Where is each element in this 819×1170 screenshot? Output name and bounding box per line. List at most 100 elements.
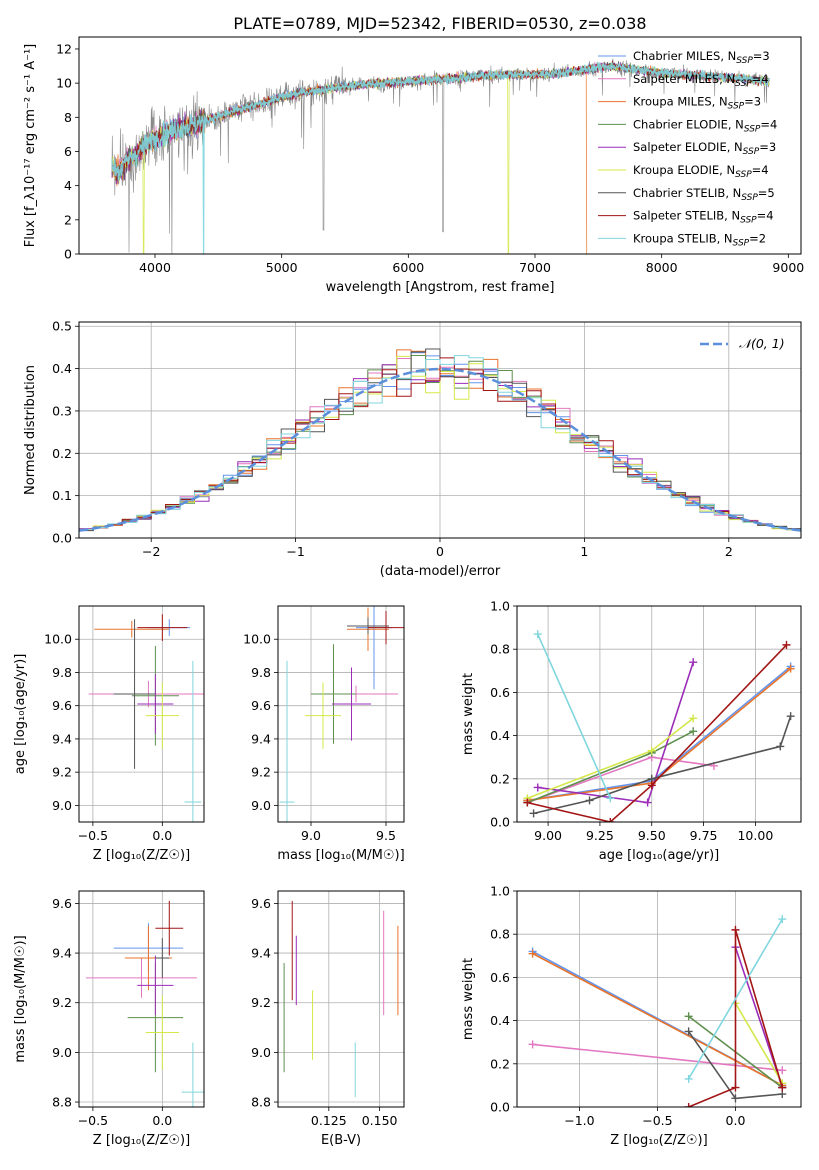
x-axis-label: (data-model)/error — [380, 564, 501, 579]
weight-marker — [689, 727, 698, 736]
x-axis-label: wavelength [Angstrom, rest frame] — [326, 280, 555, 295]
weight-marker — [689, 658, 698, 667]
weight-marker — [533, 630, 542, 639]
mass-vs-ebv-panel: 0.125 0.150 8.8 9.0 9.2 9.4 9.6 E(B-V) — [251, 890, 405, 1148]
weight-marker — [585, 796, 594, 805]
y-tick-label: 9.4 — [52, 731, 72, 746]
weight-series-chabrier-stelib — [529, 712, 795, 818]
x-tick-label: 7000 — [519, 260, 551, 275]
residuals-plot-area — [79, 348, 801, 533]
errorbar-kroupa-elodie — [145, 682, 179, 749]
error-bars-area — [279, 606, 404, 822]
y-tick-label: 0.2 — [490, 1056, 510, 1071]
x-tick-label: 0.125 — [311, 1113, 347, 1128]
x-tick-label: −2 — [142, 544, 160, 559]
errorbar-chabrier-stelib — [113, 619, 156, 769]
spectrum-plot-area — [111, 58, 770, 254]
x-tick-label: −0.5 — [642, 1113, 672, 1128]
x-axis-label: mass [log₁₀(M/M☉)] — [277, 848, 404, 863]
errorbar-salpeter-elodie — [137, 955, 174, 1016]
spectrum-legend: Chabrier MILES, NSSP=3 Salpeter MILES, NS… — [598, 49, 777, 248]
y-tick-label: 2 — [64, 212, 72, 227]
y-tick-label: 0.8 — [490, 642, 510, 657]
y-tick-label: 9.6 — [52, 698, 72, 713]
weight-line — [532, 1043, 783, 1072]
axes-frame — [78, 605, 205, 823]
y-tick-label: 9.4 — [52, 946, 72, 961]
y-tick-label: 0.2 — [52, 446, 72, 461]
y-tick-label: 4 — [64, 178, 72, 193]
error-bars-area — [85, 900, 204, 1107]
errorbar-kroupa-stelib — [181, 1042, 204, 1107]
weight-marker — [778, 915, 787, 924]
weight-series-salpeter-miles — [528, 1040, 787, 1075]
weight-series-kroupa-stelib — [684, 915, 787, 1083]
y-tick-label: 9.8 — [52, 665, 72, 680]
y-tick-label: 0.4 — [490, 728, 510, 743]
y-tick-label: 0.0 — [490, 815, 510, 830]
axes-frame — [78, 890, 205, 1108]
errorbar-kroupa-stelib — [184, 660, 202, 822]
y-tick-label: 8.8 — [52, 1095, 72, 1110]
weight-series-salpeter-stelib — [684, 925, 787, 1107]
weight-series-kroupa-stelib — [533, 630, 615, 803]
legend-entry-kroupa-elodie-n: Kroupa ELODIE, NSSP=4 — [633, 163, 769, 180]
weight-line — [533, 715, 792, 815]
age-vs-metallicity-panel: −0.5 0.0 9.0 9.2 9.4 9.6 9.8 10.0 Z [log₁₀(Z/Z☉)… — [13, 605, 205, 863]
axes-frame — [516, 890, 802, 1108]
weight-series-salpeter-elodie — [533, 658, 698, 807]
weight-marker — [529, 809, 538, 818]
weight-marker — [606, 818, 615, 822]
x-tick-label: 9.5 — [376, 828, 396, 843]
y-tick-label: 12 — [56, 41, 72, 56]
y-axis-label: age [log₁₀(age/yr)] — [13, 654, 28, 775]
y-tick-label: 9.2 — [52, 995, 72, 1010]
weight-marker — [786, 712, 795, 721]
x-axis-label: Z [log₁₀(Z/Z☉)] — [93, 1133, 190, 1148]
x-tick-label: 2 — [725, 544, 733, 559]
weight-marker — [523, 798, 532, 807]
weight-marker — [731, 1094, 740, 1103]
x-tick-label: −0.5 — [78, 828, 108, 843]
legend-entry-normal: 𝒩(0, 1) — [739, 336, 785, 351]
errorbar-salpeter-stelib — [368, 610, 404, 645]
legend-entry-kroupa-stelib-n: Kroupa STELIB, NSSP=2 — [633, 231, 766, 248]
x-axis-label: Z [log₁₀(Z/Z☉)] — [610, 1133, 707, 1148]
y-tick-label: 1.0 — [490, 884, 510, 899]
spectrum-panel: 4000 5000 6000 7000 8000 9000 0 2 4 6 8 10 12 wavelen… — [23, 36, 804, 295]
x-axis-label: E(B-V) — [321, 1133, 361, 1148]
y-axis-label: mass weight — [461, 958, 476, 1040]
x-tick-label: 5000 — [266, 260, 298, 275]
y-tick-label: 9.2 — [251, 765, 271, 780]
y-tick-label: 0.5 — [52, 319, 72, 334]
weight-line — [537, 661, 694, 804]
errorbar-kroupa-elodie — [145, 995, 179, 1070]
model-line-kroupa-stelib-n — [111, 61, 770, 254]
weight-vs-metallicity-panel: −1.0 −0.5 0.0 0.0 0.2 0.4 0.6 0.8 1.0 Z [log₁₀(Z/… — [461, 884, 802, 1148]
axes-frame — [516, 605, 802, 823]
weight-line — [527, 717, 694, 799]
y-tick-label: 9.6 — [251, 896, 271, 911]
weight-marker — [731, 925, 740, 934]
errorbar-kroupa-stelib — [279, 660, 295, 822]
weight-line — [527, 667, 792, 802]
weight-marker — [689, 714, 698, 723]
weight-marker — [731, 1083, 740, 1092]
y-tick-label: 0 — [64, 247, 72, 262]
y-tick-label: 0.8 — [490, 927, 510, 942]
x-tick-label: 10.00 — [737, 828, 773, 843]
legend-entry-chabrier-miles-n: Chabrier MILES, NSSP=3 — [633, 49, 770, 66]
x-tick-label: −1.0 — [564, 1113, 594, 1128]
weight-marker — [778, 1066, 787, 1075]
y-tick-label: 1.0 — [490, 599, 510, 614]
weight-line — [527, 644, 788, 822]
y-axis-label: Flux [f_λ10⁻¹⁷ erg cm⁻² s⁻¹ A⁻¹] — [23, 44, 38, 248]
errorbar-kroupa-elodie — [305, 682, 341, 749]
x-tick-label: 1 — [580, 544, 588, 559]
legend-entry-salpeter-elodie-n: Salpeter ELODIE, NSSP=3 — [633, 140, 776, 157]
weight-marker — [782, 640, 791, 649]
x-tick-label: −1 — [286, 544, 304, 559]
y-tick-label: 0.6 — [490, 970, 510, 985]
model-line-kroupa-miles-n — [111, 61, 770, 254]
y-tick-label: 9.6 — [251, 698, 271, 713]
